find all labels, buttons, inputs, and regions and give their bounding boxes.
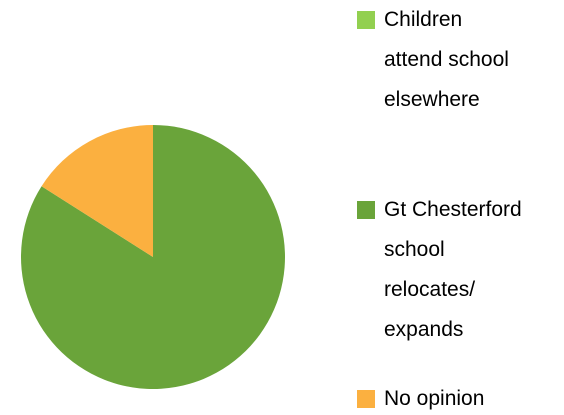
legend-label: Gt Chesterford school relocates/ expands — [384, 198, 522, 341]
legend-label: Children attend school elsewhere — [384, 8, 509, 111]
legend-swatch — [357, 11, 375, 29]
legend-swatch — [357, 201, 375, 219]
legend-swatch — [357, 390, 375, 408]
pie-slice — [41, 125, 153, 257]
legend-label: No opinion — [384, 387, 485, 410]
